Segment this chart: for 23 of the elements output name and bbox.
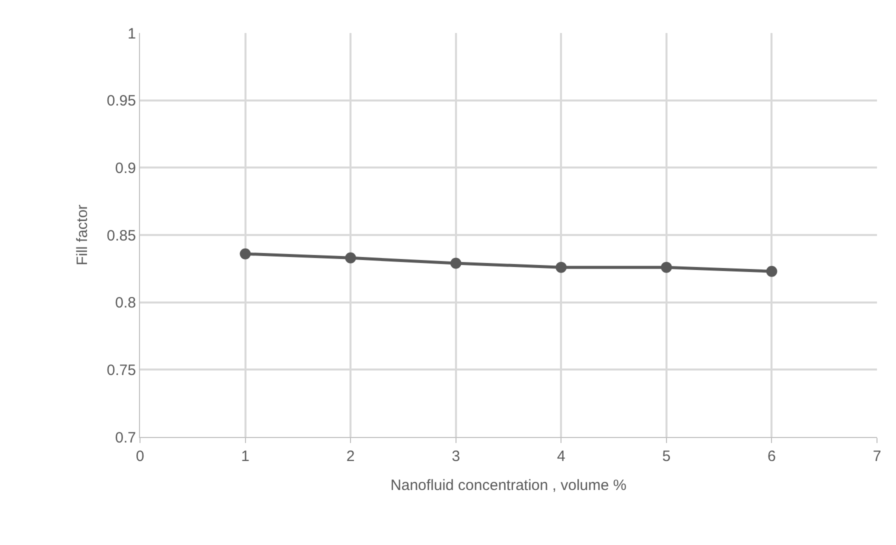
point [660, 262, 672, 273]
point [345, 252, 356, 264]
point [240, 248, 251, 260]
point [450, 258, 462, 269]
y-tick-label: 0.95 [106, 92, 136, 110]
y-tick-label: 0.85 [106, 227, 136, 244]
x-tick-label: 3 [452, 448, 460, 465]
y-tick-label: 0.75 [106, 362, 136, 379]
x-axis-title: Nanofluid concentration , volume % [390, 477, 626, 494]
y-tick-label: 0.8 [115, 294, 136, 312]
point [556, 262, 567, 273]
x-tick-label: 5 [662, 448, 671, 465]
y-tick-label: 1 [128, 25, 136, 42]
point [766, 266, 778, 277]
x-tick-label: 2 [346, 448, 355, 465]
y-tick-label: 0.9 [115, 160, 136, 177]
y-tick-label: 0.7 [115, 429, 136, 446]
x-tick-label: 4 [556, 448, 566, 465]
x-tick-label: 6 [768, 448, 776, 465]
y-axis-title: Fill factor [74, 204, 92, 266]
x-tick-label: 1 [241, 448, 250, 465]
x-tick-label: 7 [872, 448, 882, 465]
x-tick-label: 0 [136, 448, 144, 465]
